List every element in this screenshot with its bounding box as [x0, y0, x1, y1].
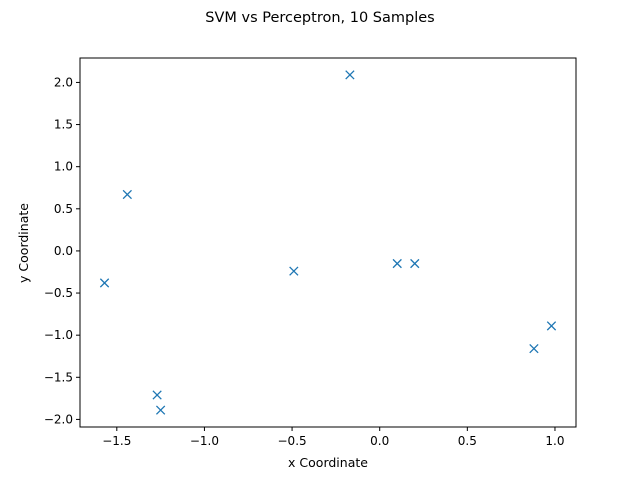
y-tick-label: −0.5 — [44, 286, 73, 300]
data-point — [529, 343, 539, 354]
chart-title: SVM vs Perceptron, 10 Samples — [205, 10, 434, 26]
x-tick-label: 0.0 — [370, 434, 389, 448]
x-tick-label: 0.5 — [458, 434, 477, 448]
data-point — [410, 258, 420, 269]
data-point — [345, 70, 355, 80]
y-tick-label: 1.0 — [54, 160, 73, 174]
data-point — [152, 390, 162, 400]
y-axis-label: y Coordinate — [16, 203, 31, 283]
y-tick-label: 0.5 — [54, 202, 73, 216]
y-tick-label: −1.5 — [44, 370, 73, 384]
data-point — [155, 405, 166, 415]
data-point — [289, 266, 299, 276]
ticks: −1.5 −1.0 −0.5 0.0 0.5 1.0 −2.0 −1.5 −1.0 −0.5 0.0… — [44, 75, 565, 448]
y-tick-label: 2.0 — [54, 75, 73, 89]
x-axis-label: x Coordinate — [288, 455, 368, 470]
scatter-points — [99, 70, 557, 415]
data-point — [392, 258, 402, 269]
y-tick-label: 1.5 — [54, 118, 73, 132]
x-tick-label: −0.5 — [278, 434, 307, 448]
x-tick-label: 1.0 — [545, 434, 564, 448]
data-point — [99, 278, 110, 288]
y-tick-label: −2.0 — [44, 412, 73, 426]
data-point — [122, 189, 132, 200]
x-tick-label: −1.5 — [102, 434, 131, 448]
y-tick-label: −1.0 — [44, 328, 73, 342]
x-tick-label: −1.0 — [190, 434, 219, 448]
data-point — [546, 321, 557, 331]
y-tick-label: 0.0 — [54, 244, 73, 258]
plot-frame — [79, 57, 577, 428]
